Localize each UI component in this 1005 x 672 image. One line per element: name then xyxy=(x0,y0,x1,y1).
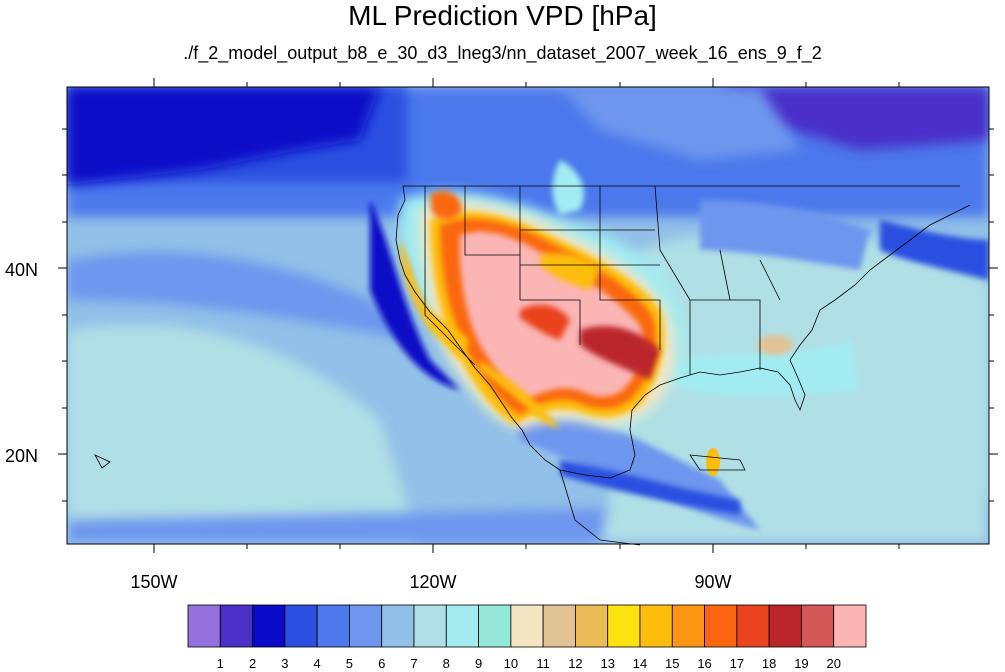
colorbar-label: 12 xyxy=(568,656,582,671)
lon-ticks: 150W 120W 90W xyxy=(130,78,900,592)
colorbar-label: 16 xyxy=(697,656,711,671)
lat-ticks: 40N 20N xyxy=(5,128,998,502)
lat-tick-label: 20N xyxy=(5,446,38,466)
colorbar-swatch xyxy=(284,604,318,648)
colorbar-label: 19 xyxy=(794,656,808,671)
colorbar-swatch xyxy=(219,604,253,648)
colorbar-swatch xyxy=(736,604,770,648)
colorbar-swatch xyxy=(349,604,383,648)
coastlines-and-borders xyxy=(94,185,971,546)
colorbar-label: 6 xyxy=(378,656,385,671)
colorbar-label: 10 xyxy=(504,656,518,671)
map-subtitle: ./f_2_model_output_b8_e_30_d3_lneg3/nn_d… xyxy=(183,43,822,63)
colorbar-swatch xyxy=(510,604,544,648)
colorbar-swatch xyxy=(704,604,738,648)
colorbar-label: 18 xyxy=(762,656,776,671)
colorbar-label: 14 xyxy=(633,656,647,671)
colorbar-swatch xyxy=(316,604,350,648)
colorbar-label: 11 xyxy=(536,656,550,671)
colorbar-swatch xyxy=(413,604,447,648)
colorbar-swatch xyxy=(671,604,705,648)
colorbar-label: 7 xyxy=(410,656,417,671)
colorbar-label: 4 xyxy=(314,656,321,671)
colorbar-swatch xyxy=(478,604,512,648)
colorbar-label: 15 xyxy=(665,656,679,671)
colorbar-label: 20 xyxy=(826,656,840,671)
colorbar: 1 2 3 4 5 6 7 8 9 10 11 12 13 14 15 16 17 18 19 20 xyxy=(187,604,867,671)
colorbar-label: 1 xyxy=(217,656,224,671)
colorbar-label: 8 xyxy=(443,656,450,671)
colorbar-swatch xyxy=(187,604,221,648)
lon-tick-label: 150W xyxy=(130,572,177,592)
colorbar-label: 5 xyxy=(346,656,353,671)
colorbar-swatch xyxy=(575,604,609,648)
colorbar-label: 2 xyxy=(249,656,256,671)
colorbar-swatch xyxy=(445,604,479,648)
lon-tick-label: 120W xyxy=(409,572,456,592)
colorbar-swatch xyxy=(639,604,673,648)
colorbar-swatch xyxy=(833,604,867,648)
colorbar-swatch xyxy=(252,604,286,648)
colorbar-label: 3 xyxy=(281,656,288,671)
colorbar-swatch xyxy=(768,604,802,648)
colorbar-label: 9 xyxy=(475,656,482,671)
colorbar-swatch xyxy=(542,604,576,648)
lon-tick-label: 90W xyxy=(694,572,731,592)
lat-tick-label: 40N xyxy=(5,260,38,280)
colorbar-label: 13 xyxy=(600,656,614,671)
vpd-field xyxy=(67,87,989,544)
colorbar-swatch xyxy=(607,604,641,648)
colorbar-swatch xyxy=(801,604,835,648)
colorbar-swatch xyxy=(381,604,415,648)
colorbar-label: 17 xyxy=(730,656,744,671)
map-title: ML Prediction VPD [hPa] xyxy=(348,0,657,31)
